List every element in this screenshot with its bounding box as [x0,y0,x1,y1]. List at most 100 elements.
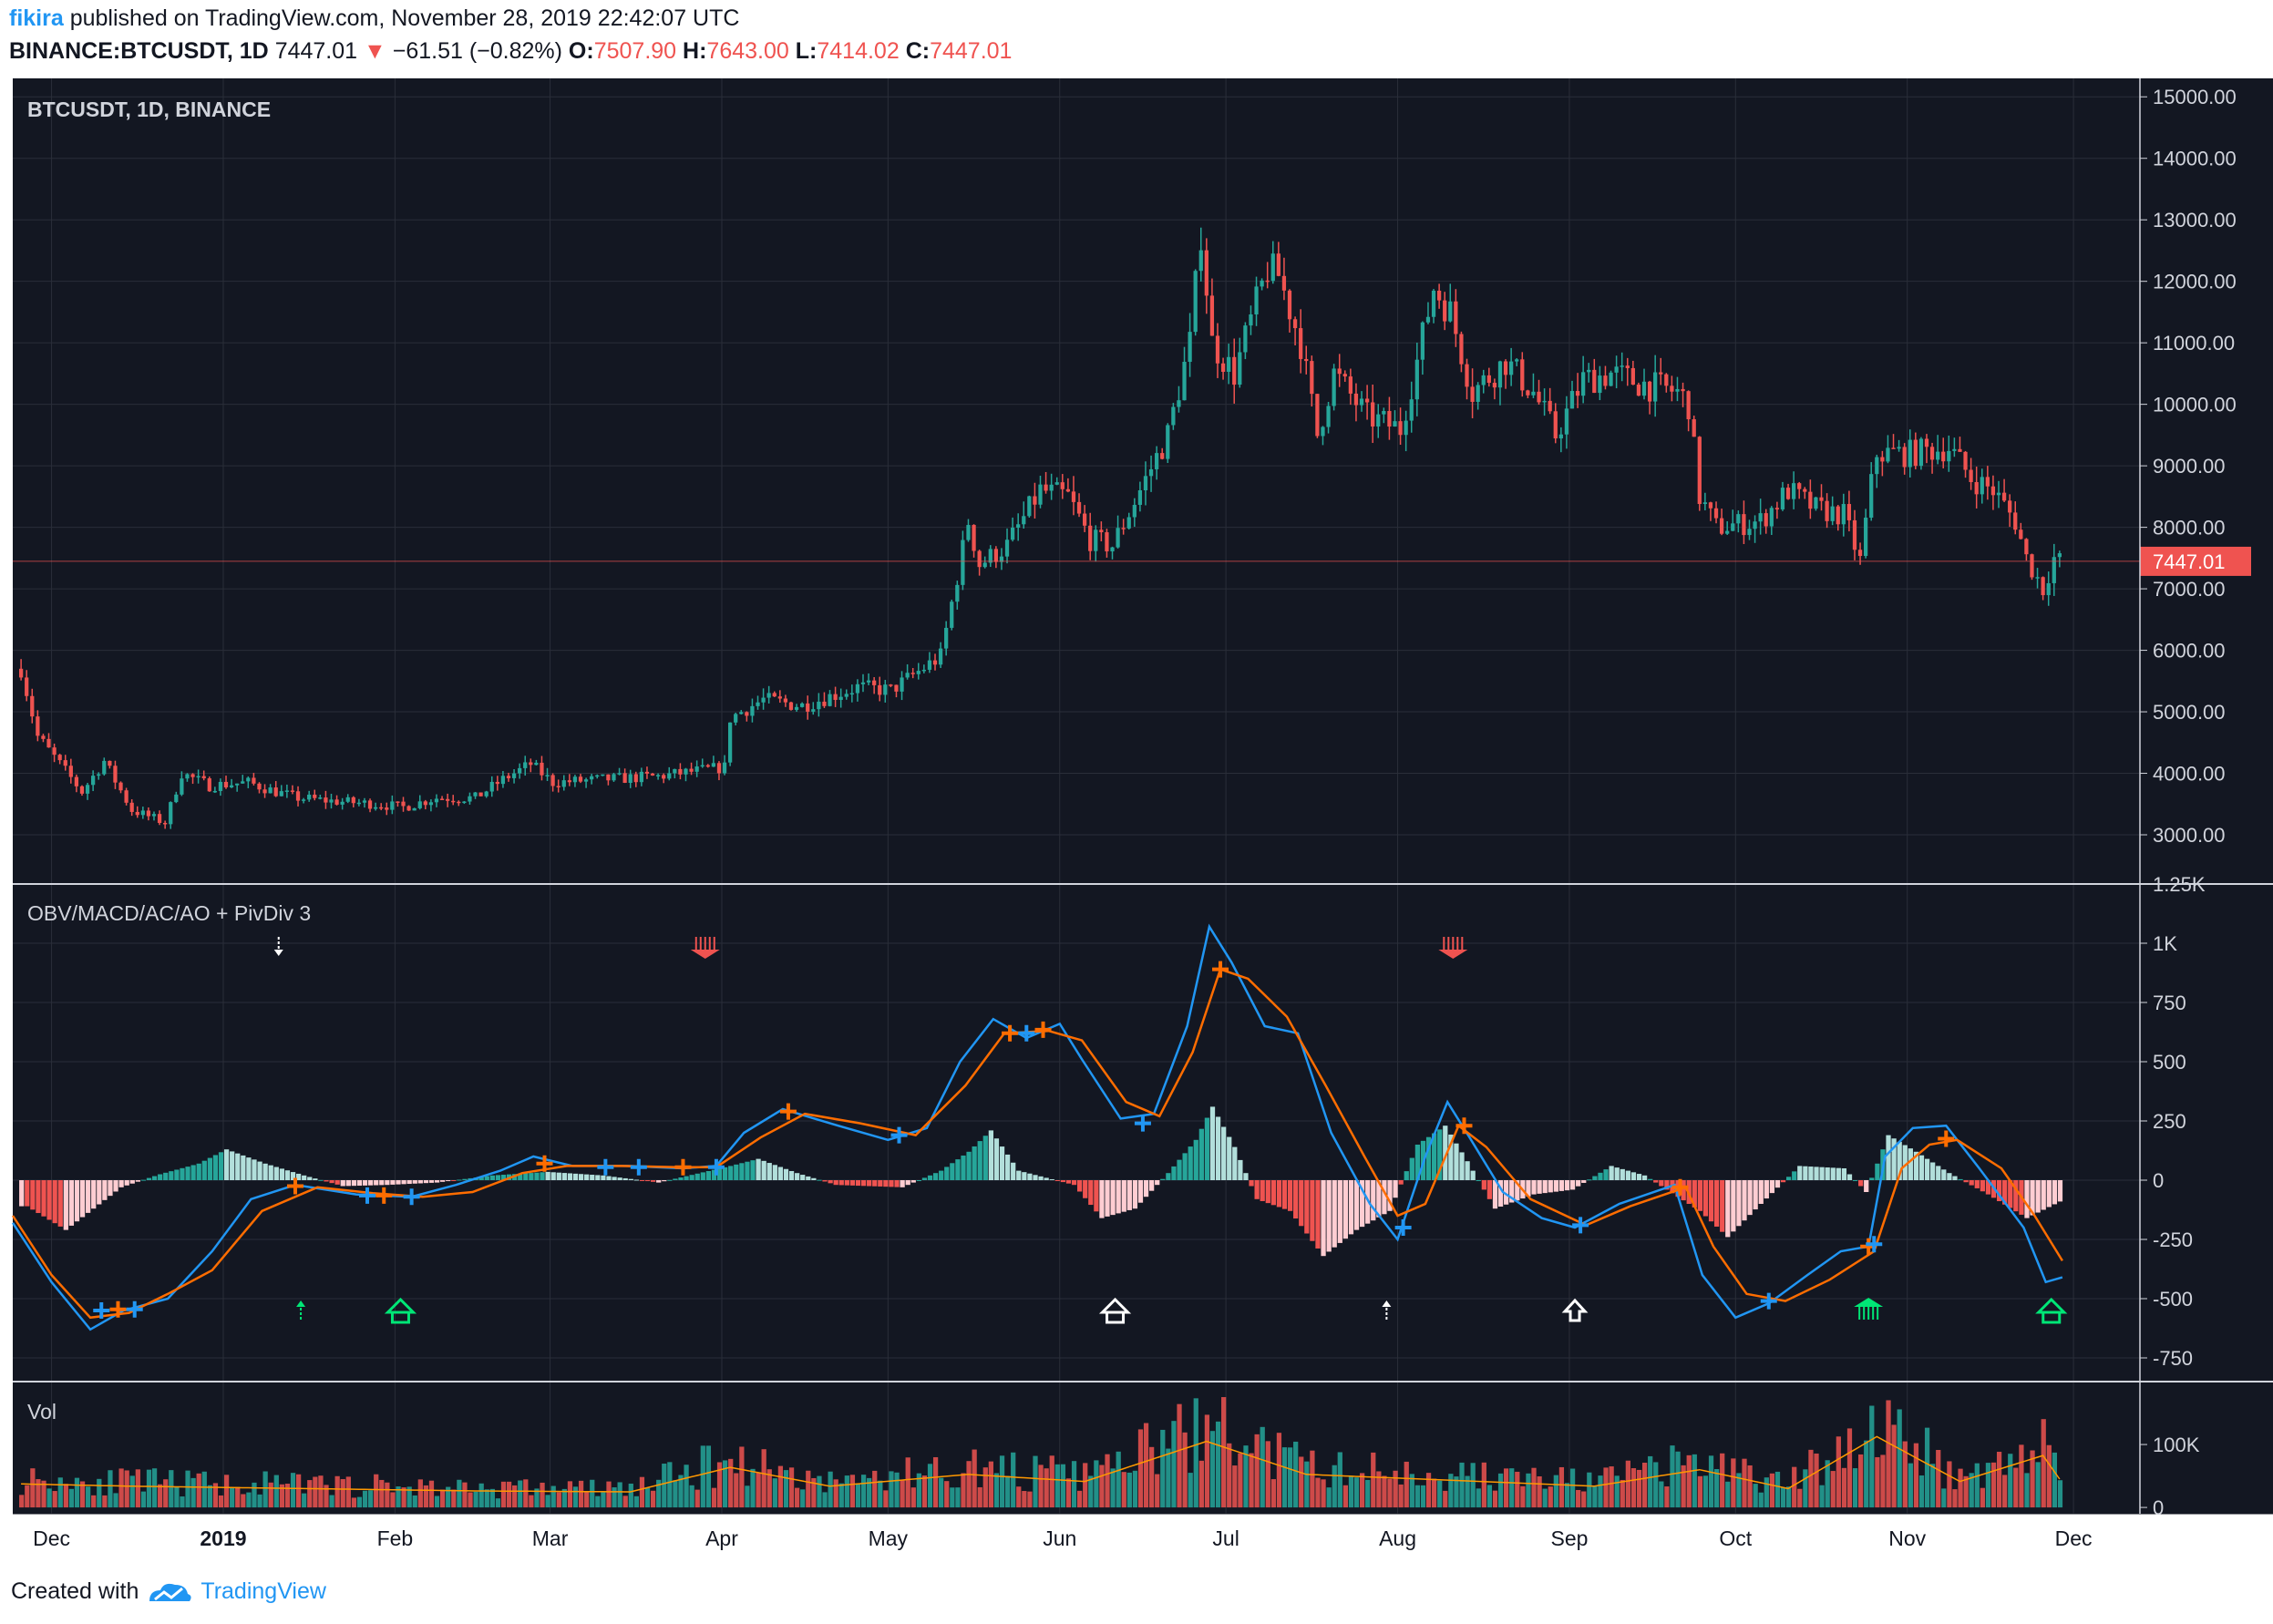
volume-bar [523,1479,529,1508]
volume-bar [1753,1484,1758,1508]
candle [1148,468,1154,477]
volume-bar [1846,1428,1853,1508]
axes: Dec 2019 Feb Mar Apr May Jun Jul Aug Sep Oct Nov Dec… [13,78,2273,1550]
candle [1575,391,1580,396]
candle [950,601,954,628]
cross-marker [1134,1115,1151,1132]
candle [235,783,240,786]
volume-bar [694,1489,700,1508]
cross-marker [890,1126,908,1144]
cross-marker [126,1300,143,1318]
histogram-bar [567,1173,573,1180]
indicator-tick-label: -750 [2153,1347,2193,1370]
candle [1891,447,1896,449]
histogram-bar [1564,1180,1570,1191]
volume-bar [401,1487,406,1508]
histogram-bar [180,1167,185,1180]
candle [36,716,40,736]
volume-bar [1409,1474,1414,1508]
volume-bar [2019,1444,2024,1508]
high-value: 7643.00 [706,38,789,64]
candle [135,811,139,816]
volume-bar [606,1481,612,1508]
volume-bar [19,1495,25,1508]
histogram-bar [1404,1171,1409,1180]
volume-bar [1398,1484,1404,1508]
volume-bar [457,1479,462,1508]
candle [722,762,727,774]
candle [1731,523,1735,531]
candle [1869,474,1874,519]
volume-bar [561,1488,567,1508]
histogram-bar [993,1138,1000,1180]
histogram-bar [2024,1180,2030,1218]
volume-bar [550,1485,556,1508]
volume-bar [584,1491,590,1508]
candle [57,755,62,761]
candle [1769,508,1774,527]
tradingview-brand[interactable]: TradingView [201,1578,326,1604]
price-tick-label: 6000.00 [2153,640,2226,663]
volume-bar [1425,1473,1432,1508]
histogram-bar [1836,1167,1841,1180]
candle [2052,557,2056,583]
volume-bar [916,1473,921,1508]
histogram-bar [1293,1180,1299,1219]
histogram-bar [1304,1180,1310,1234]
candle [1270,253,1275,282]
volume-bar [1852,1468,1858,1508]
volume-label: Vol [27,1400,57,1424]
author-name[interactable]: fikira [9,5,64,31]
volume-bar [633,1496,640,1508]
volume-bar [1620,1479,1625,1508]
volume-pane[interactable] [19,1397,2063,1508]
histogram-bar [1558,1180,1565,1191]
volume-bar [68,1488,75,1508]
histogram-bar [612,1177,617,1180]
candle [1785,488,1791,499]
histogram-bar [800,1175,806,1180]
candle [1088,525,1093,551]
price-pane[interactable] [13,227,2140,829]
histogram-bar [406,1180,412,1185]
cross-marker [1455,1117,1473,1135]
histogram-bar [1215,1116,1221,1180]
x-tick-label: 2019 [200,1526,246,1550]
volume-bar [572,1486,579,1508]
candle [1630,367,1635,385]
volume-bar [1310,1450,1315,1508]
cross-marker [1671,1178,1689,1196]
price-tick-label: 14000.00 [2153,148,2237,170]
volume-bar [545,1495,550,1508]
pivot-up-arrow-icon [384,1297,417,1324]
histogram-bar [1764,1180,1769,1199]
candle [468,796,472,802]
volume-bar [52,1491,57,1508]
candle [838,696,843,700]
volume-bar [1587,1472,1592,1508]
histogram-bar [1952,1176,1958,1180]
volume-bar [761,1449,766,1508]
volume-bar [257,1494,262,1508]
indicator-pane[interactable] [11,923,2068,1331]
histogram-bar [401,1180,406,1185]
candle [961,540,965,585]
volume-bar [1641,1463,1648,1508]
histogram-bar [2035,1180,2041,1213]
candle [85,785,90,794]
histogram-bar [169,1171,174,1180]
volume-bar [180,1496,185,1508]
cross-marker [779,1103,797,1120]
histogram-bar [1193,1139,1198,1180]
volume-bar [650,1490,656,1508]
candle [262,789,267,794]
histogram-bar [334,1180,340,1185]
volume-bar [1708,1455,1714,1508]
candle [894,684,899,692]
histogram-bar [351,1180,357,1187]
candle [151,814,157,817]
histogram-bar [1891,1138,1897,1180]
histogram-bar [838,1180,844,1186]
trading-chart[interactable]: Dec 2019 Feb Mar Apr May Jun Jul Aug Sep Oct Nov Dec… [0,78,2273,1567]
candle [523,762,528,768]
